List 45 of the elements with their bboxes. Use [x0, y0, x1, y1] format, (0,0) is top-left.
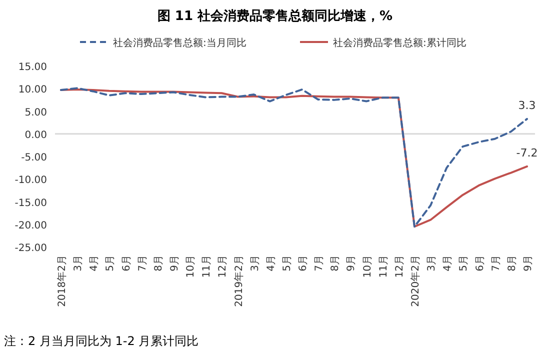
x-tick-label: 9月 — [523, 255, 534, 272]
data-label: 3.3 — [518, 98, 536, 112]
x-tick-label: 7月 — [314, 255, 326, 272]
x-tick-label: 4月 — [89, 255, 100, 272]
x-tick-label: 6月 — [474, 255, 486, 272]
x-tick-label: 7月 — [137, 255, 148, 272]
x-tick-label: 10月 — [362, 255, 374, 278]
y-tick-label: 10.00 — [18, 84, 47, 96]
x-tick-label: 6月 — [298, 255, 310, 272]
y-tick-label: -25.00 — [14, 243, 47, 254]
x-tick-label: 6月 — [121, 255, 132, 272]
y-tick-label: 0.00 — [24, 130, 47, 141]
x-tick-label: 3月 — [250, 255, 261, 272]
x-tick-label: 9月 — [169, 255, 180, 272]
x-tick-label: 8月 — [330, 255, 342, 272]
legend-label: 社会消费品零售总额:当月同比 — [113, 37, 246, 49]
x-tick-label: 2019年2月 — [232, 255, 245, 307]
x-tick-label: 4月 — [442, 255, 454, 272]
text: 注：2 月当月同比为 1-2 月累计同比 — [4, 334, 199, 348]
x-tick-label: 12月 — [218, 255, 229, 278]
x-tick-label: 11月 — [378, 255, 390, 278]
chart-title: 图 11 社会消费品零售总额同比增速，% — [157, 8, 393, 24]
x-tick-label: 8月 — [153, 255, 164, 272]
y-tick-label: 5.00 — [24, 107, 47, 118]
x-tick-label: 11月 — [202, 255, 213, 278]
x-tick-label: 7月 — [490, 255, 502, 272]
x-tick-label: 12月 — [394, 255, 406, 278]
x-tick-label: 3月 — [426, 255, 438, 272]
x-tick-label: 5月 — [105, 255, 116, 272]
legend-label: 社会消费品零售总额:累计同比 — [333, 37, 466, 49]
x-tick-label: 3月 — [73, 255, 84, 272]
x-tick-label: 9月 — [346, 255, 358, 272]
x-tick-label: 5月 — [282, 255, 293, 272]
x-tick-label: 4月 — [266, 255, 277, 272]
y-tick-label: -15.00 — [14, 198, 47, 209]
x-tick-label: 8月 — [506, 255, 518, 272]
y-tick-label: -20.00 — [14, 220, 47, 232]
y-tick-label: -10.00 — [14, 175, 47, 186]
data-label: -7.2 — [516, 146, 538, 160]
x-tick-label: 2020年2月 — [410, 255, 422, 307]
y-tick-label: 15.00 — [18, 62, 47, 73]
x-tick-label: 10月 — [186, 255, 197, 278]
x-tick-label: 2018年2月 — [56, 255, 68, 307]
y-tick-label: -5.00 — [21, 152, 47, 164]
x-tick-label: 5月 — [458, 255, 470, 272]
